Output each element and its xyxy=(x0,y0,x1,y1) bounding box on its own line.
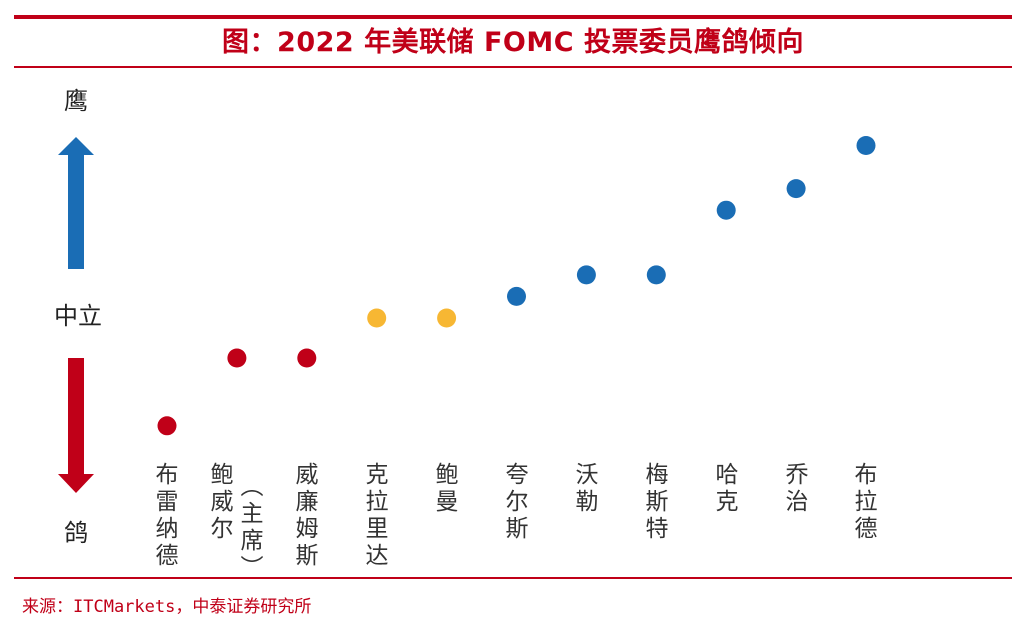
data-point-2 xyxy=(227,348,247,368)
title-underline xyxy=(14,66,1012,68)
category-label-11: 乔治 xyxy=(785,462,809,515)
data-point-5 xyxy=(437,308,457,328)
neutral-axis-label: 中立 xyxy=(54,302,102,330)
category-label-1: 布雷纳德 xyxy=(155,462,179,569)
data-point-11 xyxy=(856,136,876,155)
category-label-9: 梅斯特 xyxy=(645,462,669,542)
hawk-arrow xyxy=(58,137,94,269)
data-point-7 xyxy=(576,265,596,285)
category-label-8: 沃勒 xyxy=(575,462,599,515)
data-point-1 xyxy=(157,416,177,436)
data-point-9 xyxy=(716,200,736,220)
chart-title: 图：2022 年美联储 FOMC 投票委员鹰鸽倾向 xyxy=(222,27,804,58)
data-points xyxy=(157,136,876,436)
category-label-7: 夸尔斯 xyxy=(505,462,529,542)
dove-arrow xyxy=(58,358,94,493)
category-label-4: 威廉姆斯 xyxy=(295,462,319,569)
category-label-3: ︵ 主席 ︶ xyxy=(240,474,264,581)
data-point-10 xyxy=(786,179,806,199)
top-rule xyxy=(14,15,1012,19)
category-label-6: 鲍曼 xyxy=(435,462,459,515)
category-label-12: 布拉德 xyxy=(854,462,878,542)
data-point-4 xyxy=(367,308,387,328)
bottom-rule xyxy=(14,577,1012,579)
dove-axis-label: 鸽 xyxy=(64,519,88,547)
source-note: 来源：ITCMarkets，中泰证券研究所 xyxy=(22,597,312,617)
category-label-10: 哈克 xyxy=(715,462,739,515)
hawk-axis-label: 鹰 xyxy=(64,87,88,115)
category-label-5: 克拉里达 xyxy=(365,462,389,569)
data-point-6 xyxy=(507,286,526,306)
data-point-3 xyxy=(297,348,317,368)
category-label-2: 鲍威尔 xyxy=(210,462,234,542)
data-point-8 xyxy=(646,265,666,285)
